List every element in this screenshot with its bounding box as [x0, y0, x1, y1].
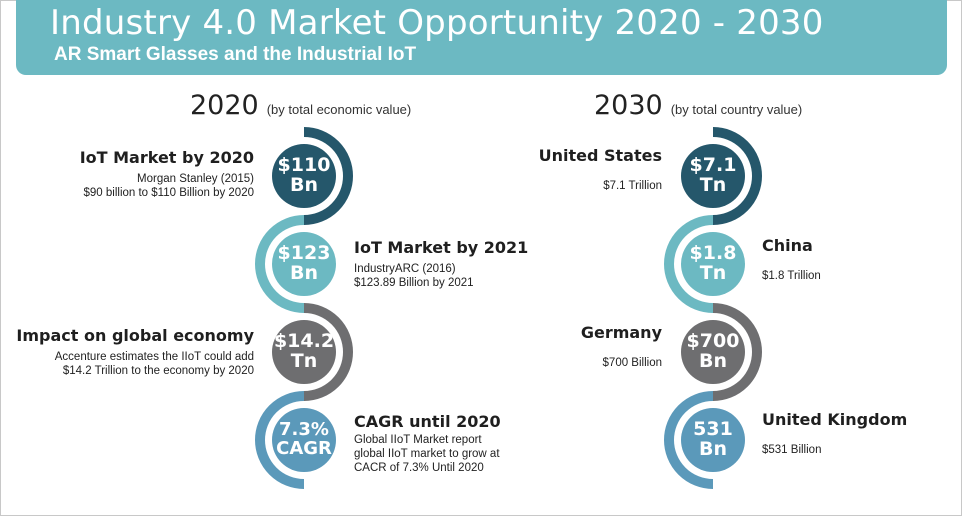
label-iot-2020: IoT Market by 2020 Morgan Stanley (2015)… — [80, 148, 254, 200]
page-title: Industry 4.0 Market Opportunity 2020 - 2… — [50, 3, 824, 43]
value-main: $14.2 — [273, 330, 335, 353]
label-desc: Global IIoT Market report global IIoT ma… — [354, 433, 501, 475]
label-united-states: United States $7.1 Trillion — [539, 146, 662, 193]
label-title: Germany — [580, 323, 662, 342]
desc-line: CACR of 7.3% Until 2020 — [354, 462, 484, 474]
label-desc: IndustryARC (2016) $123.89 Billion by 20… — [354, 262, 528, 290]
arc-iot-2021 — [255, 215, 305, 313]
desc-line: IndustryARC (2016) — [354, 263, 456, 275]
value-unit: Tn — [290, 350, 318, 372]
desc-line: $90 billion to $110 Billion by 2020 — [83, 187, 255, 199]
label-title: Impact on global economy — [16, 326, 254, 345]
label-title: China — [762, 236, 813, 255]
label-desc: $1.8 Trillion — [762, 270, 821, 282]
label-title: IoT Market by 2020 — [79, 148, 254, 167]
left-column-heading: 2020 (by total economic value) — [190, 90, 411, 121]
value-main: $1.8 — [689, 242, 737, 265]
desc-line: global IIoT market to grow at — [354, 448, 500, 460]
value-unit: Bn — [289, 174, 318, 196]
value-unit: Bn — [289, 262, 318, 284]
label-title: IoT Market by 2021 — [354, 238, 529, 257]
value-unit: Bn — [698, 438, 727, 460]
label-desc: Morgan Stanley (2015) $90 billion to $11… — [80, 172, 255, 200]
label-iot-2021: IoT Market by 2021 IndustryARC (2016) $1… — [354, 238, 528, 290]
desc-line: $14.2 Trillion to the economy by 2020 — [62, 365, 254, 377]
value-unit: Tn — [699, 174, 727, 196]
value-main: 531 — [693, 418, 733, 441]
desc-line: Global IIoT Market report — [354, 434, 482, 446]
value-main: $123 — [277, 242, 331, 265]
label-title: CAGR until 2020 — [354, 412, 501, 431]
header-banner: Industry 4.0 Market Opportunity 2020 - 2… — [16, 0, 947, 75]
label-desc: Accenture estimates the IIoT could add $… — [16, 350, 254, 378]
desc-line: Accenture estimates the IIoT could add — [54, 351, 254, 363]
value-main: $7.1 — [689, 154, 737, 177]
value-main: 7.3% — [279, 419, 329, 441]
label-title: United Kingdom — [762, 410, 908, 429]
right-year: 2030 — [594, 90, 663, 121]
right-column-heading: 2030 (by total country value) — [594, 90, 802, 121]
value-main: $700 — [686, 330, 740, 353]
value-unit: Tn — [699, 262, 727, 284]
arc-iot-2020 — [303, 127, 353, 225]
label-global-economy: Impact on global economy Accenture estim… — [16, 326, 254, 378]
left-year: 2020 — [190, 90, 259, 121]
value-circle-china: $1.8 Tn — [681, 232, 745, 296]
right-qualifier: (by total country value) — [670, 102, 803, 117]
label-cagr: CAGR until 2020 Global IIoT Market repor… — [354, 412, 501, 475]
label-china: China $1.8 Trillion — [762, 236, 821, 283]
value-main: $110 — [277, 154, 331, 177]
page-subtitle: AR Smart Glasses and the Industrial IoT — [54, 44, 417, 65]
arc-china — [664, 215, 714, 313]
value-unit: Bn — [698, 350, 727, 372]
value-circle-iot-2021: $123 Bn — [272, 232, 336, 296]
left-qualifier: (by total economic value) — [266, 102, 412, 117]
desc-line: $123.89 Billion by 2021 — [354, 277, 474, 289]
arc-united-states — [712, 127, 762, 225]
value-circle-united-states: $7.1 Tn — [681, 144, 745, 208]
label-desc: $7.1 Trillion — [603, 180, 662, 192]
label-germany: Germany $700 Billion — [581, 323, 662, 370]
value-circle-cagr: 7.3% CAGR — [272, 408, 336, 472]
value-circle-iot-2020: $110 Bn — [272, 144, 336, 208]
arc-germany — [712, 303, 762, 401]
value-circle-germany: $700 Bn — [681, 320, 745, 384]
value-circle-global-economy: $14.2 Tn — [272, 320, 336, 384]
label-desc: $531 Billion — [762, 444, 822, 456]
arc-global-economy — [303, 303, 353, 401]
label-united-kingdom: United Kingdom $531 Billion — [762, 410, 907, 457]
label-desc: $700 Billion — [602, 357, 662, 369]
desc-line: Morgan Stanley (2015) — [137, 173, 254, 185]
value-circle-united-kingdom: 531 Bn — [681, 408, 745, 472]
arc-united-kingdom — [664, 391, 714, 489]
arc-cagr — [255, 391, 305, 489]
value-unit: CAGR — [276, 438, 332, 459]
label-title: United States — [538, 146, 662, 165]
